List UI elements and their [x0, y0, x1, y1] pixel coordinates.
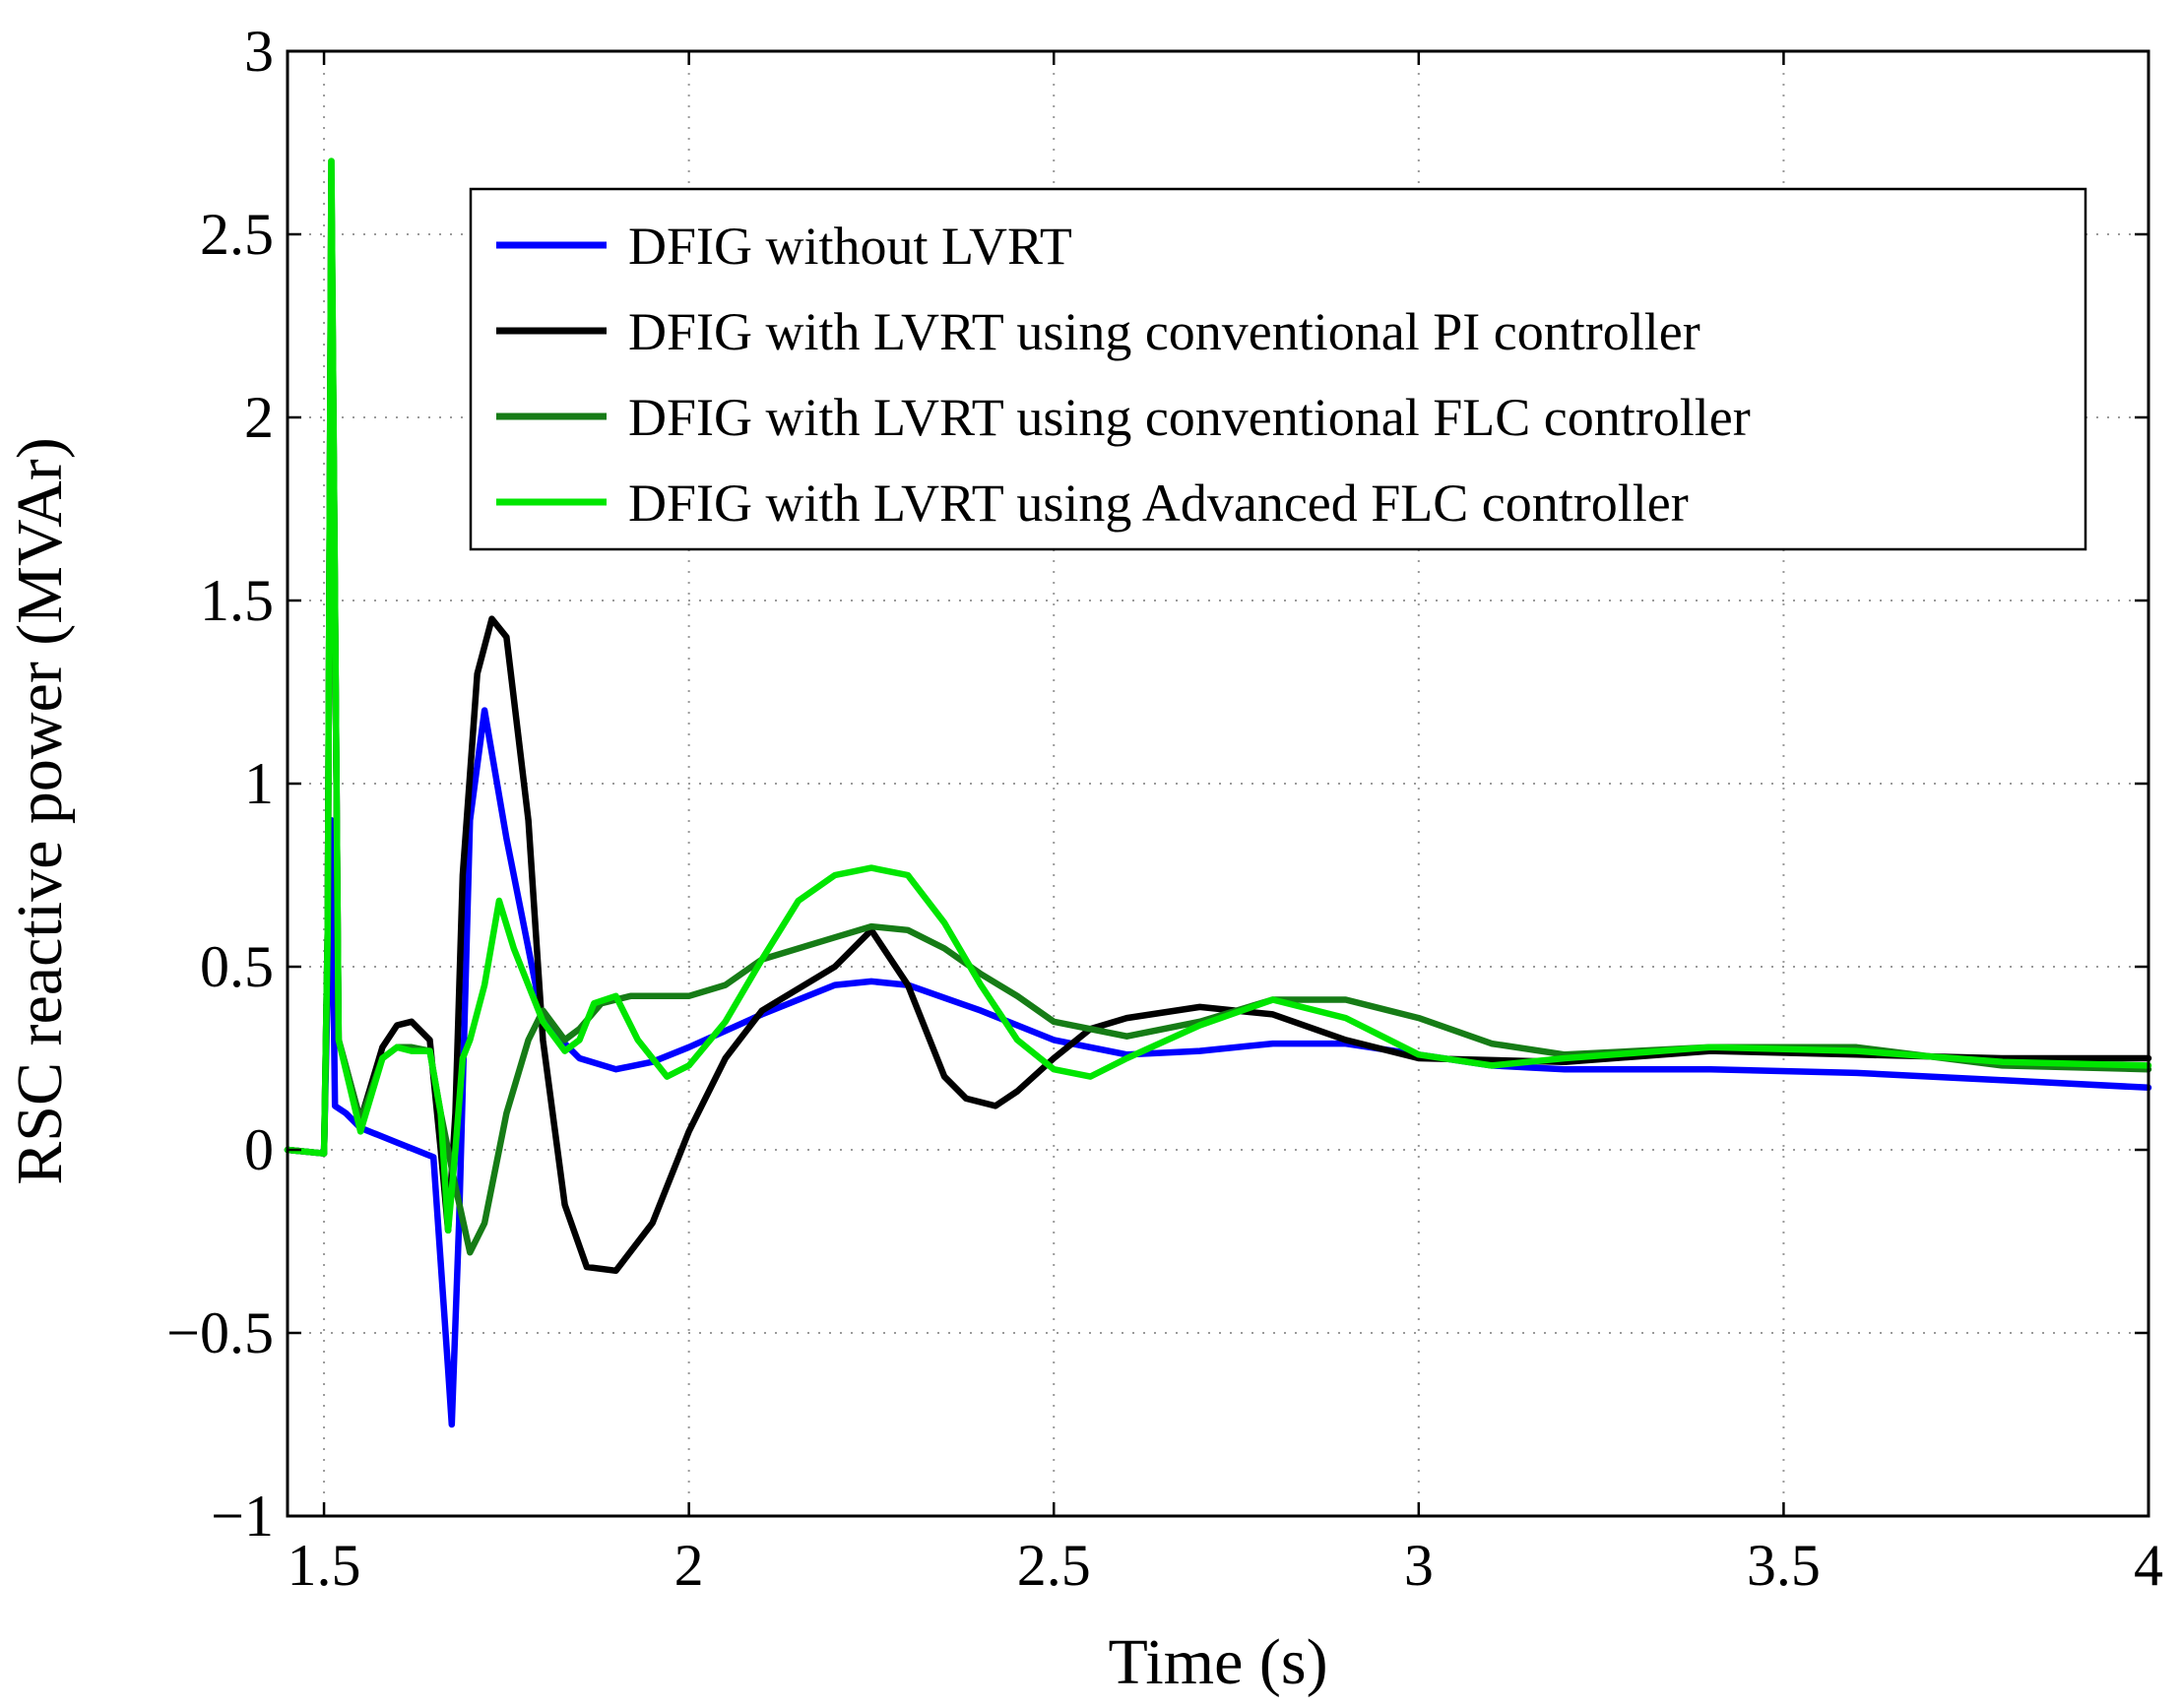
y-tick-label: 3: [244, 19, 274, 84]
legend-box: [469, 187, 2087, 551]
series-layer: [284, 158, 2152, 1428]
y-tick-label: 0.5: [200, 934, 274, 999]
legend-item: DFIG with LVRT using conventional FLC co…: [496, 388, 1751, 447]
x-axis-label: Time (s): [1108, 1626, 1327, 1698]
legend-item: DFIG with LVRT using conventional PI con…: [496, 302, 1700, 361]
tick-labels: 1.5 2 2.5 3 3.5 4 −1 −0.5 0 0.5 1 1.5 2 2.5 3: [166, 19, 2163, 1598]
legend: DFIG without LVRT DFIG with LVRT using co…: [469, 187, 2087, 551]
x-tick-label: 2.5: [1017, 1533, 1091, 1598]
x-tick-label: 3.5: [1747, 1533, 1821, 1598]
legend-label: DFIG with LVRT using conventional FLC co…: [628, 388, 1751, 447]
series-line-2: [284, 175, 2152, 1275]
x-tick-label: 2: [674, 1533, 704, 1598]
y-tick-label: 1: [244, 751, 274, 816]
x-tick-label: 3: [1404, 1533, 1434, 1598]
x-tick-label: 1.5: [288, 1533, 361, 1598]
y-tick-label: −1: [211, 1484, 274, 1549]
legend-item: DFIG without LVRT: [496, 217, 1072, 276]
x-tick-label: 4: [2134, 1533, 2163, 1598]
y-tick-label: 2.5: [200, 202, 274, 267]
legend-item: DFIG with LVRT using Advanced FLC contro…: [496, 474, 1689, 533]
legend-label: DFIG without LVRT: [628, 217, 1072, 276]
y-tick-label: 2: [244, 385, 274, 450]
legend-label: DFIG with LVRT using conventional PI con…: [628, 302, 1700, 361]
y-tick-label: 0: [244, 1117, 274, 1182]
ticks: [288, 49, 2150, 1518]
legend-label: DFIG with LVRT using Advanced FLC contro…: [628, 474, 1689, 533]
y-tick-label: 1.5: [200, 568, 274, 633]
y-axis-label: RSC reactive power (MVAr): [4, 437, 76, 1184]
series-line-4: [284, 158, 2152, 1234]
y-tick-label: −0.5: [166, 1300, 274, 1365]
